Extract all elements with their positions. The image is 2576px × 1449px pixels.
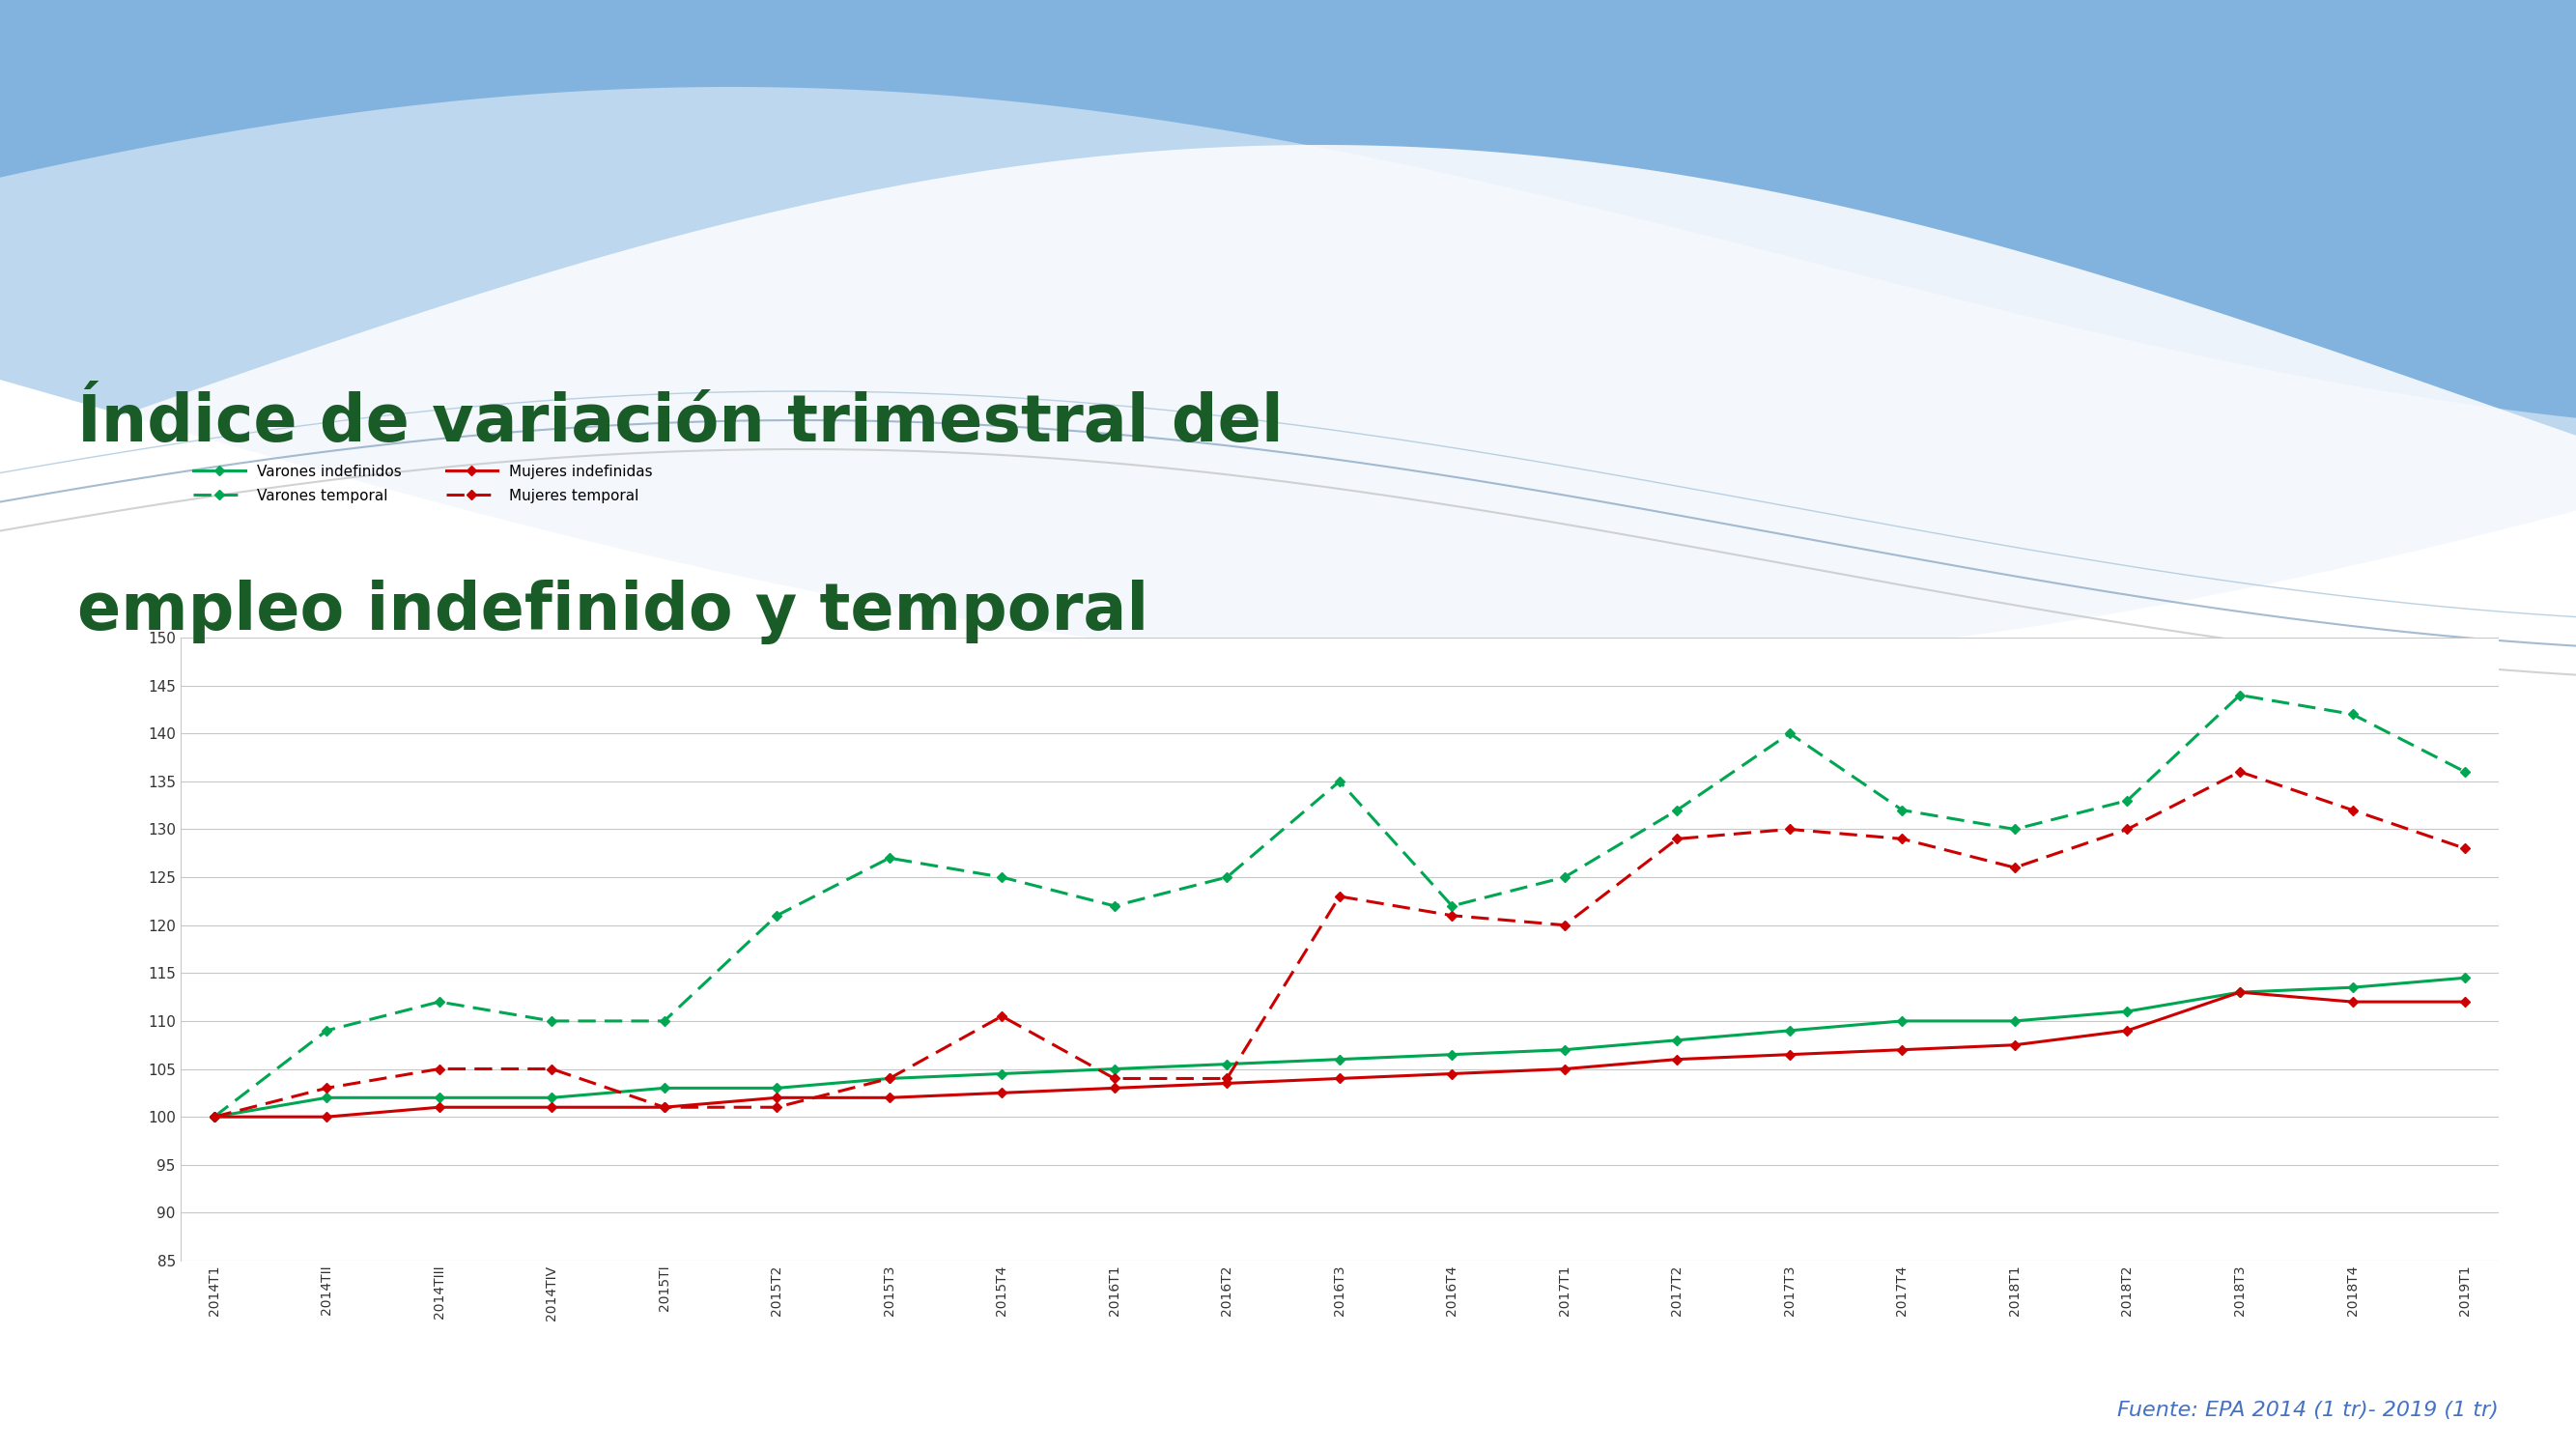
Text: Índice de variación trimestral del: Índice de variación trimestral del bbox=[77, 391, 1283, 455]
Legend: Varones indefinidos, Varones temporal, Mujeres indefinidas, Mujeres temporal: Varones indefinidos, Varones temporal, M… bbox=[188, 458, 659, 510]
Text: empleo indefinido y temporal: empleo indefinido y temporal bbox=[77, 580, 1149, 645]
Text: Fuente: EPA 2014 (1 tr)- 2019 (1 tr): Fuente: EPA 2014 (1 tr)- 2019 (1 tr) bbox=[2117, 1401, 2499, 1420]
Polygon shape bbox=[0, 0, 2576, 417]
Polygon shape bbox=[0, 145, 2576, 826]
Polygon shape bbox=[0, 0, 2576, 667]
